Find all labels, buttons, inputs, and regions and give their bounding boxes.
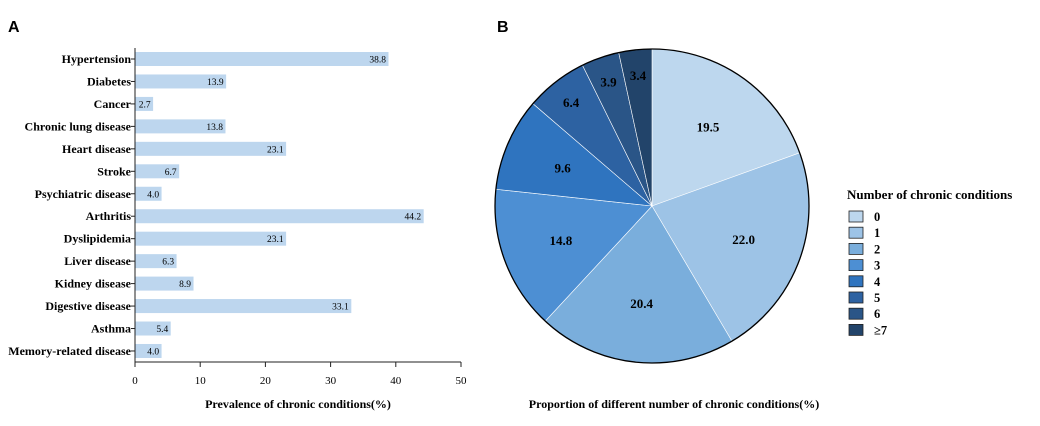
legend-swatch bbox=[848, 259, 864, 272]
legend: 0 1 2 3 4 5 6 ≥7 bbox=[848, 210, 887, 337]
pie-value-label: 22.0 bbox=[732, 232, 755, 247]
pie: 19.5 22.0 20.4 14.8 9.6 6.4 3.9 3.4 bbox=[494, 48, 810, 364]
bar-value-label: 6.3 bbox=[162, 258, 174, 268]
bar-value-label: 33.1 bbox=[332, 303, 349, 313]
legend-swatch bbox=[848, 307, 864, 320]
bar-value-label: 23.1 bbox=[267, 235, 284, 245]
bar-value-label: 4.0 bbox=[147, 347, 159, 357]
bar bbox=[135, 119, 226, 134]
bar-value-label: 8.9 bbox=[179, 280, 191, 290]
bar bbox=[135, 276, 194, 291]
pie-chart-panel: B 19.5 22.0 20.4 14.8 9.6 6.4 3.9 3.4 Proportio… bbox=[494, 19, 1012, 411]
pie-value-label: 3.4 bbox=[630, 68, 647, 83]
bar-value-label: 6.7 bbox=[165, 168, 177, 178]
bar-value-label: 5.4 bbox=[156, 325, 168, 335]
legend-label: 3 bbox=[874, 259, 880, 273]
x-axis-label: Prevalence of chronic conditions(%) bbox=[205, 397, 391, 411]
category-label: Asthma bbox=[91, 322, 131, 336]
x-ticks: 0 10 20 30 40 50 bbox=[132, 362, 467, 387]
category-label: Psychiatric disease bbox=[35, 187, 132, 201]
bar bbox=[135, 321, 171, 336]
legend-label: 5 bbox=[874, 291, 880, 305]
category-label: Memory-related disease bbox=[8, 344, 131, 358]
legend-label: 4 bbox=[874, 275, 881, 289]
x-tick-label: 10 bbox=[195, 375, 207, 387]
pie-value-label: 19.5 bbox=[697, 119, 720, 134]
pie-value-label: 9.6 bbox=[555, 160, 572, 175]
category-label: Cancer bbox=[94, 97, 132, 111]
x-tick-label: 20 bbox=[260, 375, 272, 387]
legend-label: 6 bbox=[874, 307, 880, 321]
legend-swatch bbox=[848, 275, 864, 288]
legend-swatch bbox=[848, 323, 864, 336]
bar bbox=[135, 141, 287, 156]
legend-swatch bbox=[848, 291, 864, 304]
x-tick-label: 50 bbox=[456, 375, 468, 387]
legend-label: ≥7 bbox=[874, 323, 887, 337]
bars: 38.8 Hypertension 13.9 Diabetes 2.7 Cancer 13.… bbox=[8, 52, 424, 358]
legend-label: 0 bbox=[874, 210, 880, 224]
legend-swatch bbox=[848, 210, 864, 223]
x-tick-label: 40 bbox=[390, 375, 402, 387]
bar bbox=[135, 186, 162, 201]
bar-value-label: 23.1 bbox=[267, 145, 284, 155]
bar-value-label: 38.8 bbox=[369, 56, 386, 66]
legend-label: 1 bbox=[874, 226, 880, 240]
bar-chart-panel: A 38.8 Hypertension 13.9 Diabetes 2.7 Cancer 1… bbox=[8, 19, 467, 411]
bar-value-label: 2.7 bbox=[139, 100, 151, 110]
legend-swatch bbox=[848, 226, 864, 239]
bar-value-label: 4.0 bbox=[147, 190, 159, 200]
category-label: Hypertension bbox=[62, 52, 132, 66]
pie-value-label: 3.9 bbox=[600, 75, 617, 90]
bar bbox=[135, 74, 227, 89]
pie-caption: Proportion of different number of chroni… bbox=[529, 397, 819, 411]
legend-swatch bbox=[848, 242, 864, 255]
panel-label-b: B bbox=[497, 19, 509, 36]
legend-title: Number of chronic conditions bbox=[847, 187, 1012, 202]
category-label: Heart disease bbox=[62, 142, 132, 156]
panel-label-a: A bbox=[8, 19, 20, 36]
bar bbox=[135, 299, 352, 314]
category-label: Diabetes bbox=[87, 74, 131, 88]
bar bbox=[135, 343, 162, 358]
legend-label: 2 bbox=[874, 242, 880, 256]
category-label: Arthritis bbox=[86, 209, 132, 223]
bar bbox=[135, 209, 424, 224]
x-tick-label: 30 bbox=[325, 375, 337, 387]
bar bbox=[135, 231, 287, 246]
category-label: Liver disease bbox=[64, 254, 131, 268]
bar-value-label: 13.8 bbox=[206, 123, 223, 133]
pie-value-label: 6.4 bbox=[563, 95, 580, 110]
pie-value-label: 14.8 bbox=[549, 233, 572, 248]
category-label: Dyslipidemia bbox=[64, 232, 131, 246]
bar bbox=[135, 52, 389, 66]
bar-value-label: 44.2 bbox=[405, 213, 422, 223]
pie-value-label: 20.4 bbox=[630, 296, 653, 311]
bar-value-label: 13.9 bbox=[207, 78, 224, 88]
category-label: Digestive disease bbox=[45, 299, 131, 313]
bar bbox=[135, 254, 177, 269]
category-label: Stroke bbox=[97, 164, 131, 178]
category-label: Kidney disease bbox=[55, 277, 132, 291]
pie-outline bbox=[494, 48, 810, 364]
x-tick-label: 0 bbox=[132, 375, 138, 387]
bar bbox=[135, 164, 180, 179]
bar bbox=[135, 96, 154, 111]
category-label: Chronic lung disease bbox=[25, 119, 132, 133]
